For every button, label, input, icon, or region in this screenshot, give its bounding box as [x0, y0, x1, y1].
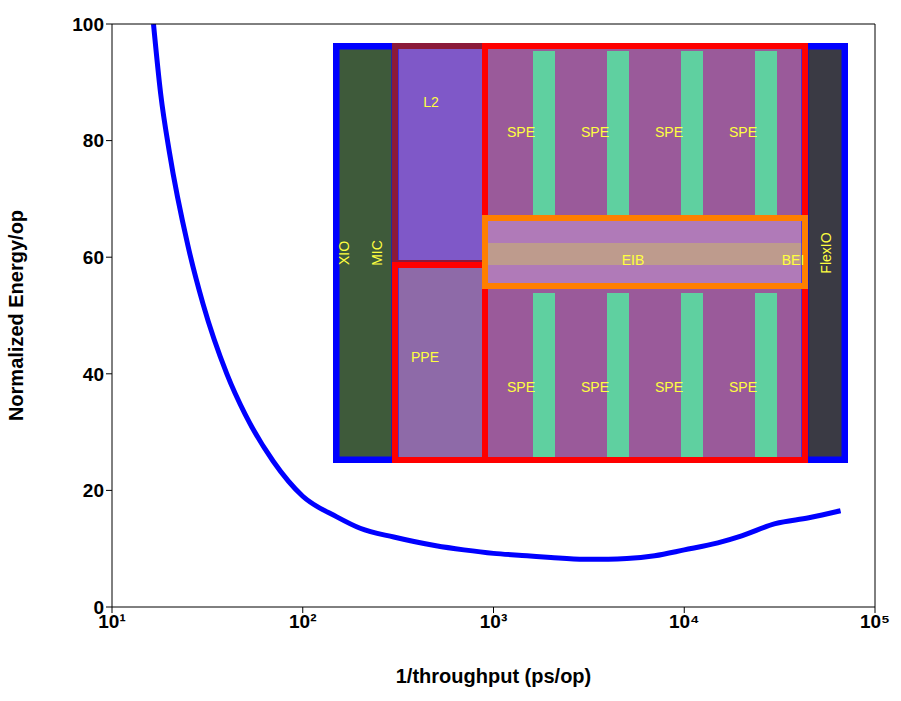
- svg-text:1/throughput (ps/op): 1/throughput (ps/op): [396, 665, 592, 687]
- svg-text:BEI: BEI: [782, 252, 805, 268]
- svg-text:Normalized Energy/op: Normalized Energy/op: [5, 210, 27, 421]
- svg-text:10⁴: 10⁴: [669, 611, 700, 632]
- svg-text:10²: 10²: [289, 611, 316, 632]
- svg-text:10⁵: 10⁵: [860, 611, 890, 632]
- svg-text:100: 100: [72, 14, 104, 35]
- svg-text:EIB: EIB: [622, 252, 645, 268]
- svg-text:SPE: SPE: [581, 124, 609, 140]
- svg-text:40: 40: [83, 364, 104, 385]
- svg-text:FlexIO: FlexIO: [818, 232, 834, 273]
- svg-text:L2: L2: [423, 94, 439, 110]
- svg-text:10¹: 10¹: [98, 611, 126, 633]
- svg-text:SPE: SPE: [655, 379, 683, 395]
- svg-text:MIC: MIC: [369, 240, 385, 266]
- svg-text:XIO: XIO: [336, 241, 352, 265]
- svg-text:0: 0: [93, 597, 104, 618]
- svg-text:SPE: SPE: [655, 124, 683, 140]
- svg-text:PPE: PPE: [411, 349, 439, 365]
- svg-text:SPE: SPE: [507, 124, 535, 140]
- svg-text:SPE: SPE: [581, 379, 609, 395]
- svg-text:20: 20: [83, 480, 104, 501]
- svg-text:SPE: SPE: [507, 379, 535, 395]
- svg-text:60: 60: [83, 247, 104, 268]
- svg-text:10³: 10³: [480, 611, 507, 632]
- svg-text:80: 80: [83, 130, 104, 151]
- svg-text:SPE: SPE: [729, 124, 757, 140]
- svg-text:SPE: SPE: [729, 379, 757, 395]
